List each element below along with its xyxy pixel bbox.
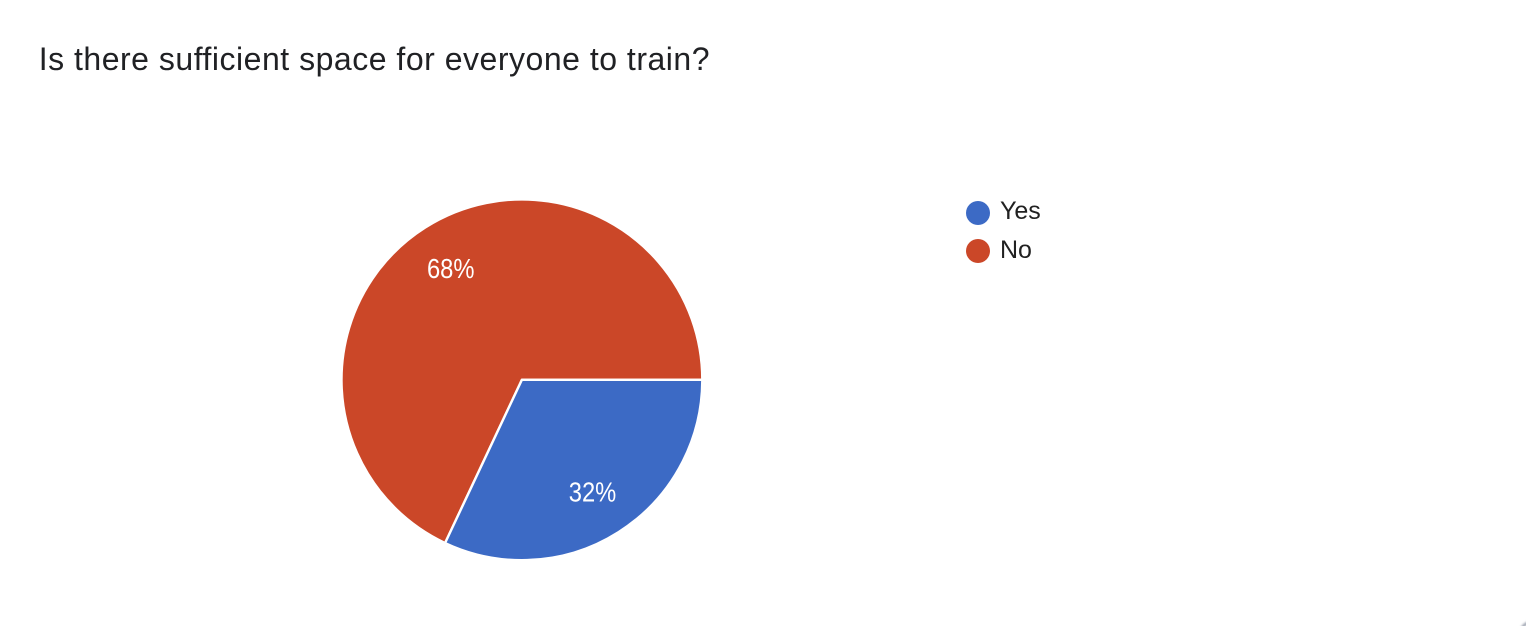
svg-text:32%: 32% <box>569 476 617 507</box>
svg-text:68%: 68% <box>427 253 475 284</box>
